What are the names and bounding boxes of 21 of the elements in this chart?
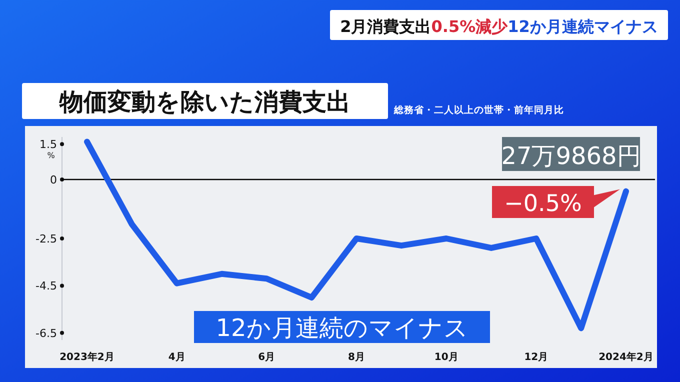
- text: 12か月連続マイナス: [508, 17, 658, 36]
- y-tick-label: -6.5: [36, 326, 57, 340]
- y-tick-label: 0: [50, 173, 57, 186]
- y-tick-label: 1.5: [40, 138, 57, 152]
- chart-subtitle: 総務省・二人以上の世帯・前年同月比: [393, 104, 564, 116]
- annotation: 12か月連続のマイナス: [216, 314, 468, 342]
- y-tick-label: -2.5: [36, 232, 57, 246]
- x-tick-label: 4月: [168, 352, 186, 363]
- x-tick-label: 8月: [348, 352, 365, 363]
- text: 0.5%減少: [431, 17, 509, 36]
- text: 2月消費支出: [340, 17, 432, 36]
- x-tick-label: 12月: [524, 352, 548, 363]
- x-tick-label: 10月: [434, 352, 458, 363]
- chart-title: 物価変動を除いた消費支出: [58, 88, 350, 116]
- y-tick-label: -4.5: [36, 280, 57, 293]
- annotation: 27万9868円: [501, 142, 641, 170]
- x-tick-label: 2024年2月: [598, 351, 654, 363]
- annotation: −0.5%: [504, 191, 582, 217]
- x-tick-label: 2023年2月: [60, 351, 114, 363]
- y-axis-title: %: [47, 151, 56, 160]
- x-tick-label: 6月: [258, 352, 276, 363]
